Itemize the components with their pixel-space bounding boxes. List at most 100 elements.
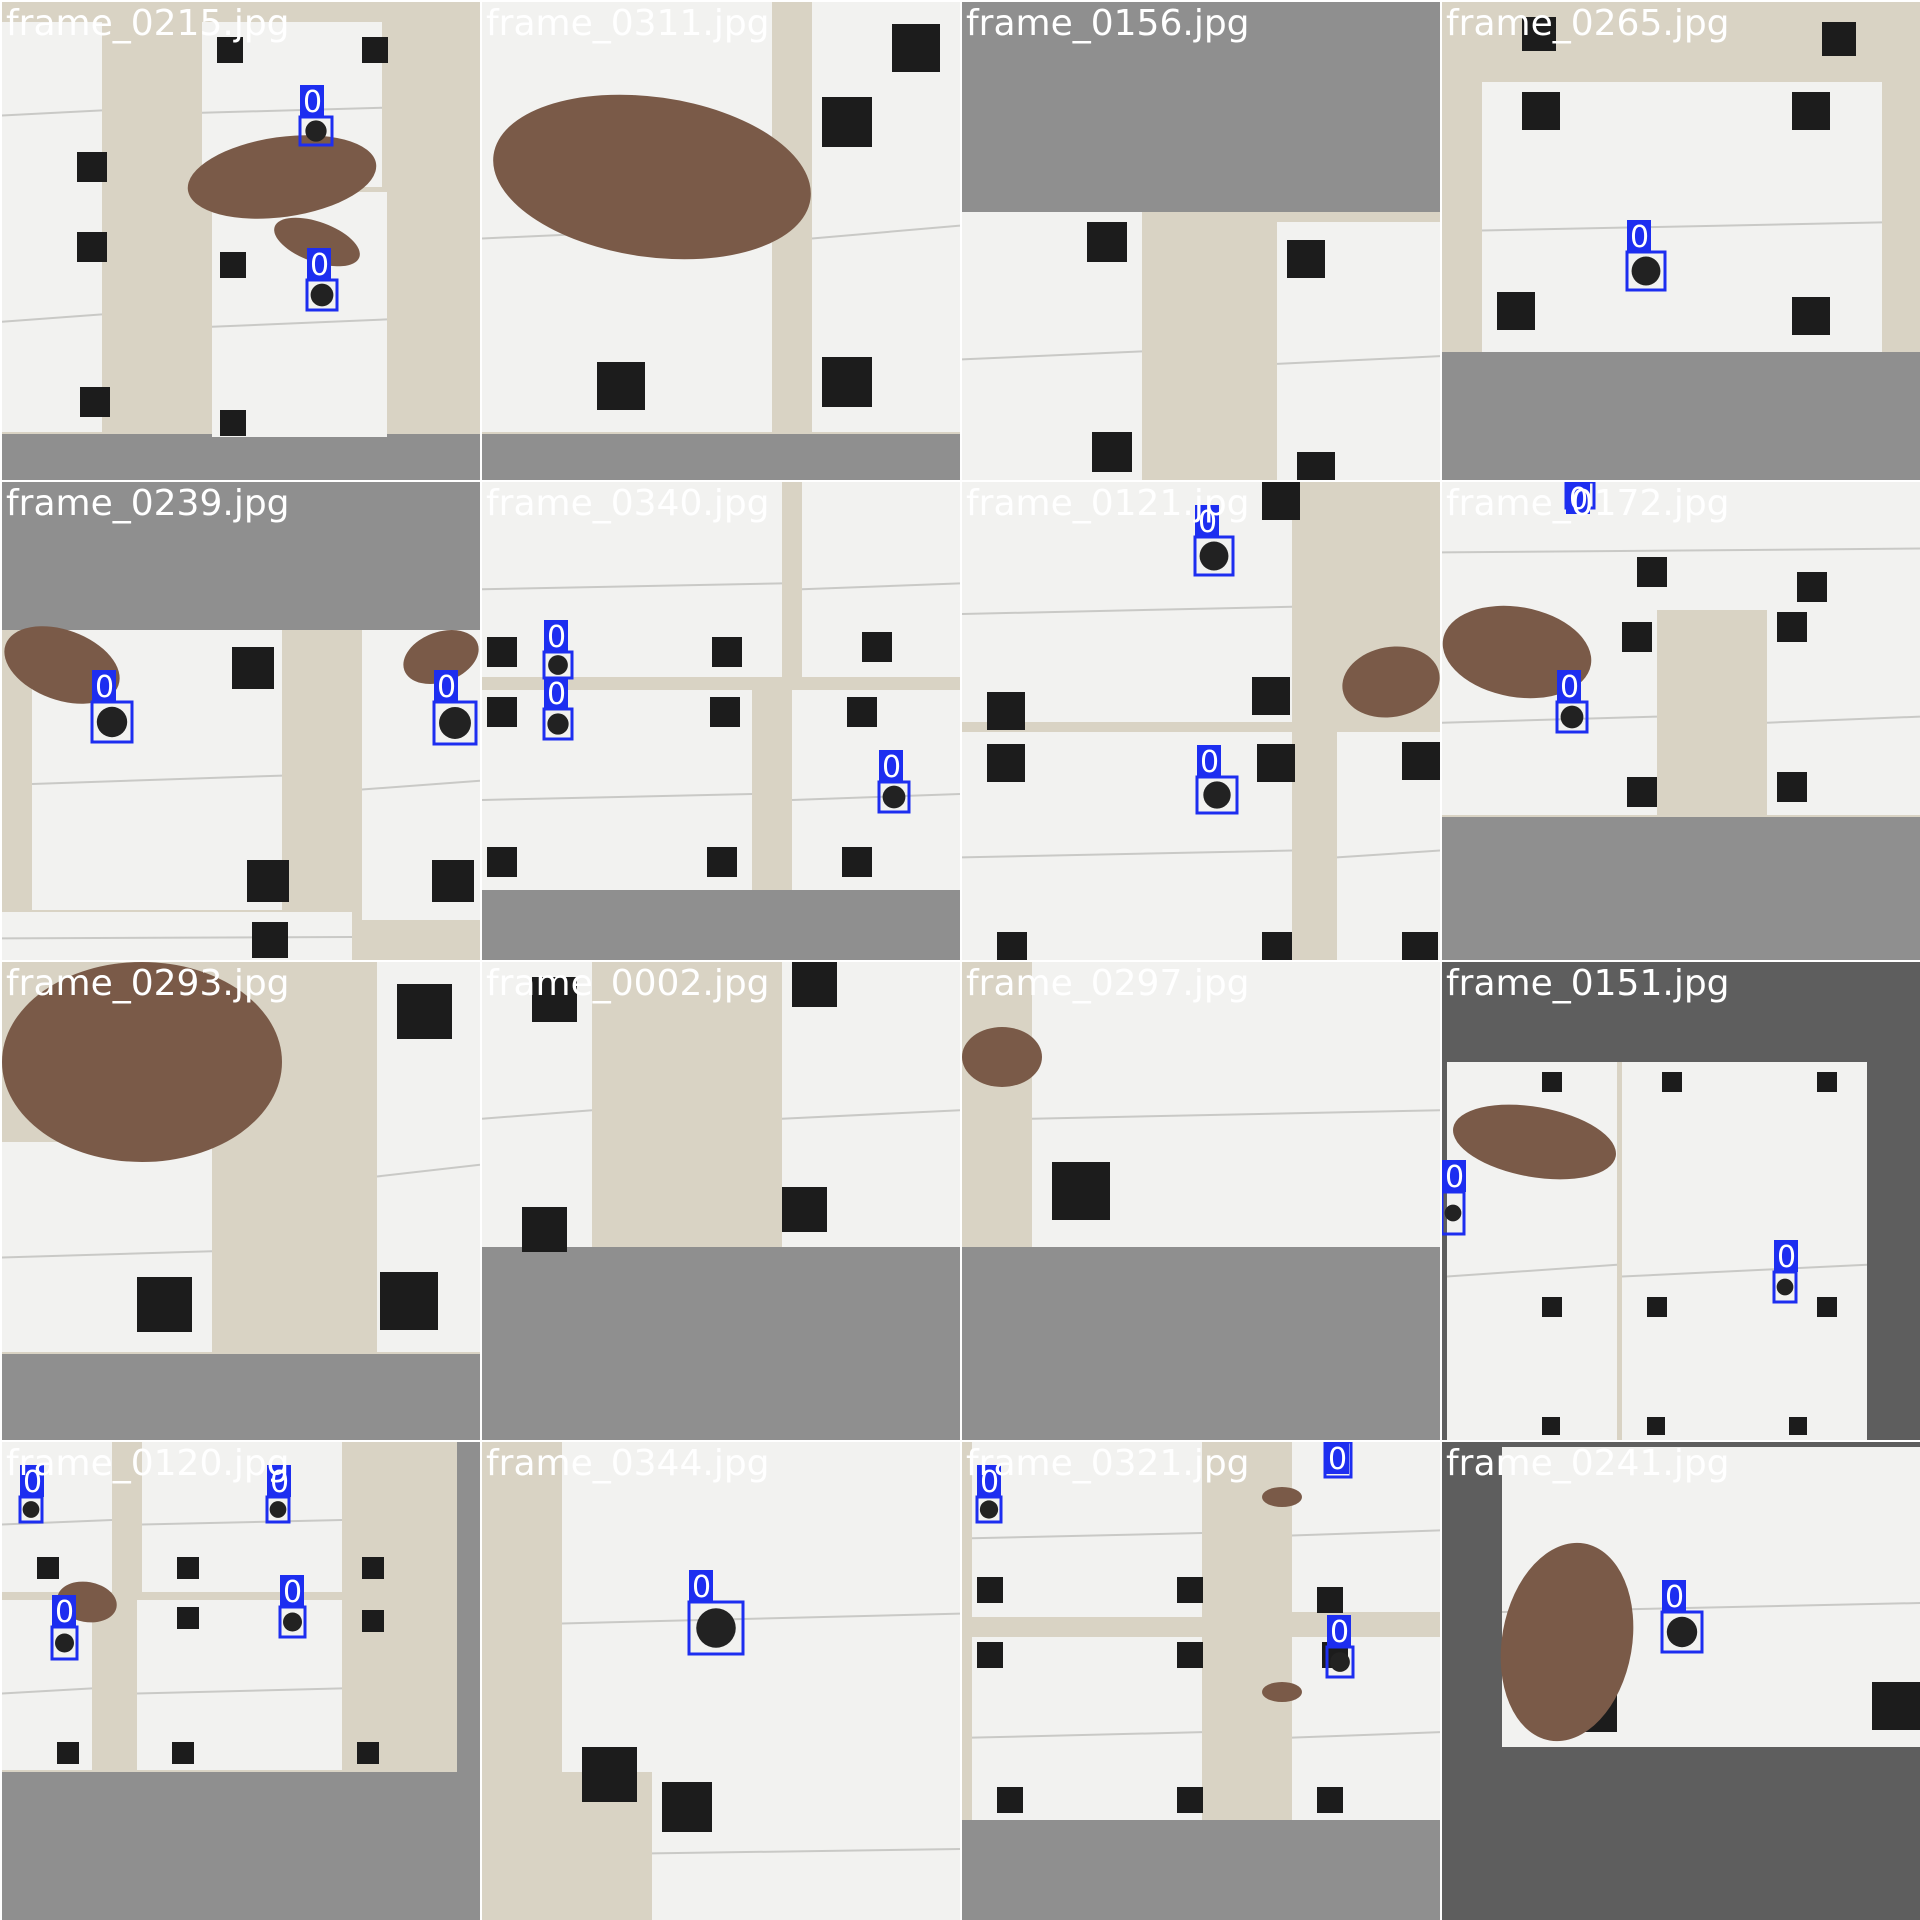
gear-object: [305, 120, 326, 141]
black-square-marker: [357, 1742, 379, 1764]
black-square-marker: [57, 1742, 79, 1764]
gear-object: [547, 713, 568, 734]
black-square-marker: [782, 1187, 827, 1232]
frame-filename: frame_0002.jpg: [486, 966, 770, 1002]
black-square-marker: [1052, 1162, 1110, 1220]
black-square-marker: [1177, 1577, 1203, 1603]
black-square-marker: [1637, 557, 1667, 587]
class-label: 0: [1777, 1240, 1796, 1275]
black-square-marker: [1402, 742, 1440, 780]
paper-sheet: [1292, 1637, 1440, 1820]
mosaic-tile: frame_0156.jpg: [962, 2, 1440, 480]
black-square-marker: [77, 152, 107, 182]
gear-object: [1561, 706, 1584, 729]
black-square-marker: [977, 1577, 1003, 1603]
mosaic-tile: 0 0 frame_0239.jpg: [2, 482, 480, 960]
mosaic-tile: 0 frame_0344.jpg: [482, 1442, 960, 1920]
black-square-marker: [987, 692, 1025, 730]
frame-filename: frame_0265.jpg: [1446, 6, 1730, 42]
black-square-marker: [1262, 932, 1292, 960]
gear-object: [1200, 542, 1229, 571]
gear-object: [1667, 1617, 1697, 1647]
class-label: 0: [1665, 1580, 1684, 1615]
paper-sheet: [1292, 1442, 1440, 1612]
black-square-marker: [77, 232, 107, 262]
letterbox-padding: [2, 434, 480, 480]
black-square-marker: [1317, 1587, 1343, 1613]
black-square-marker: [1257, 744, 1295, 782]
class-label: 0: [303, 85, 322, 120]
class-label: 0: [692, 1570, 711, 1605]
black-square-marker: [822, 357, 872, 407]
gear-object: [696, 1608, 736, 1648]
mosaic-tile: frame_0293.jpg: [2, 962, 480, 1440]
mosaic-tile: 0 0 0 0 frame_0120.jpg: [2, 1442, 480, 1920]
black-square-marker: [1297, 452, 1335, 480]
black-square-marker: [362, 1557, 384, 1579]
black-square-marker: [1522, 92, 1560, 130]
black-square-marker: [997, 932, 1027, 960]
frame-image: 000: [962, 1442, 1440, 1920]
hand: [1262, 1487, 1302, 1507]
black-square-marker: [1647, 1297, 1667, 1317]
frame-image: 00: [962, 482, 1440, 960]
mosaic-tile: frame_0002.jpg: [482, 962, 960, 1440]
black-square-marker: [252, 922, 288, 958]
frame-filename: frame_0156.jpg: [966, 6, 1250, 42]
class-label: 0: [1445, 1160, 1464, 1195]
gear-object: [548, 655, 568, 675]
black-square-marker: [137, 1277, 192, 1332]
black-square-marker: [1087, 222, 1127, 262]
black-square-marker: [80, 387, 110, 417]
black-square-marker: [822, 97, 872, 147]
black-square-marker: [177, 1607, 199, 1629]
mosaic-tile: 0 0 0 frame_0340.jpg: [482, 482, 960, 960]
black-square-marker: [1542, 1297, 1562, 1317]
class-label: 0: [1330, 1615, 1349, 1650]
class-label: 0: [437, 670, 456, 705]
black-square-marker: [1777, 612, 1807, 642]
black-square-marker: [487, 697, 517, 727]
frame-filename: frame_0293.jpg: [6, 966, 290, 1002]
black-square-marker: [1792, 297, 1830, 335]
black-square-marker: [1797, 572, 1827, 602]
black-square-marker: [232, 647, 274, 689]
gear-object: [97, 707, 127, 737]
frame-filename: frame_0239.jpg: [6, 486, 290, 522]
hand: [1262, 1682, 1302, 1702]
frame-image: [482, 962, 960, 1440]
black-square-marker: [1092, 432, 1132, 472]
mosaic-tile: 0 0 frame_0151.jpg: [1442, 962, 1920, 1440]
letterbox-padding: [962, 1820, 1440, 1920]
black-square-marker: [362, 1610, 384, 1632]
gear-object: [1203, 781, 1230, 808]
frame-image: 00: [1442, 482, 1920, 960]
paper-sheet: [137, 1600, 342, 1770]
frame-image: 0: [1442, 2, 1920, 480]
black-square-marker: [37, 1557, 59, 1579]
letterbox-padding: [2, 1354, 480, 1440]
black-square-marker: [1662, 1072, 1682, 1092]
mosaic-tile: 0 frame_0265.jpg: [1442, 2, 1920, 480]
frame-image: 0 000: [2, 1442, 480, 1920]
class-label: 0: [1328, 1442, 1347, 1477]
black-square-marker: [362, 37, 388, 63]
letterbox-padding: [482, 1247, 960, 1440]
class-label: 0: [1630, 220, 1649, 255]
black-square-marker: [1792, 92, 1830, 130]
black-square-marker: [1252, 677, 1290, 715]
gear-object: [311, 284, 334, 307]
black-square-marker: [977, 1642, 1003, 1668]
gear-object: [980, 1500, 998, 1518]
gear-object: [439, 707, 471, 739]
mosaic-tile: 0 0 frame_0172.jpg: [1442, 482, 1920, 960]
frame-filename: frame_0321.jpg: [966, 1446, 1250, 1482]
black-square-marker: [847, 697, 877, 727]
gear-object: [1632, 257, 1661, 286]
paper-sheet: [562, 1442, 960, 1772]
black-square-marker: [177, 1557, 199, 1579]
black-square-marker: [522, 1207, 567, 1252]
class-label: 0: [55, 1595, 74, 1630]
black-square-marker: [792, 962, 837, 1007]
black-square-marker: [1262, 482, 1300, 520]
